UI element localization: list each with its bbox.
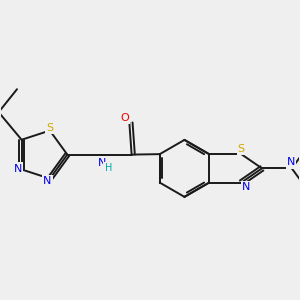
Text: S: S — [238, 144, 245, 154]
Text: N: N — [242, 182, 250, 192]
Text: O: O — [120, 113, 129, 123]
Text: S: S — [46, 123, 53, 133]
Text: N: N — [98, 158, 106, 168]
Text: H: H — [104, 164, 112, 173]
Text: N: N — [44, 176, 52, 186]
Text: N: N — [287, 158, 295, 167]
Text: N: N — [14, 164, 22, 173]
